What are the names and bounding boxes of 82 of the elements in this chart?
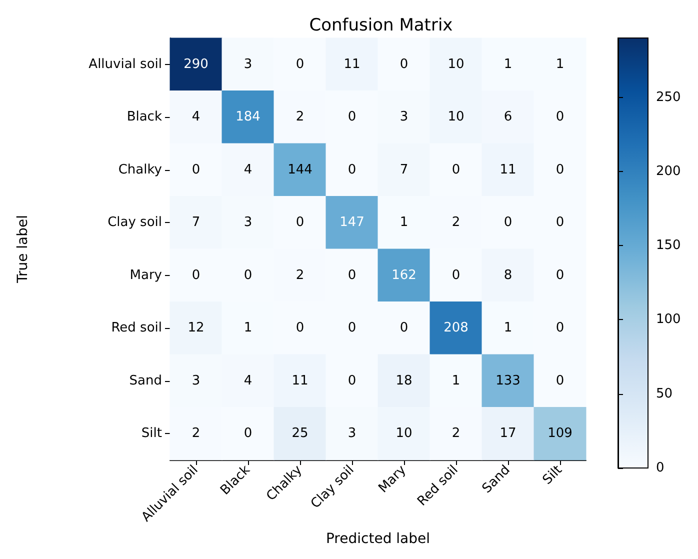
data-label: 2 xyxy=(296,268,304,283)
data-label: 147 xyxy=(340,215,364,230)
data-label: 144 xyxy=(288,162,312,178)
data-label: 0 xyxy=(556,215,564,230)
data-label: 133 xyxy=(496,373,520,388)
data-label: 2 xyxy=(192,426,200,442)
y-tick-label: Clay soil xyxy=(108,215,162,230)
data-label: 0 xyxy=(244,426,252,442)
data-label: 0 xyxy=(452,268,460,283)
x-axis-title: Predicted label xyxy=(326,531,430,547)
data-label: 1 xyxy=(504,320,512,336)
data-label: 0 xyxy=(296,56,304,72)
data-label: 4 xyxy=(244,373,252,388)
data-label: 0 xyxy=(348,268,356,283)
data-label: 1 xyxy=(556,56,564,72)
data-label: 3 xyxy=(244,215,252,230)
data-label: 11 xyxy=(500,162,516,178)
data-label: 0 xyxy=(348,373,356,388)
data-label: 208 xyxy=(444,320,468,336)
color-bar-label: 200 xyxy=(656,164,681,179)
data-label: 0 xyxy=(556,268,564,283)
data-label: 290 xyxy=(184,56,208,72)
data-label: 4 xyxy=(192,110,200,125)
y-tick-label: Black xyxy=(126,110,162,125)
data-label: 0 xyxy=(192,268,200,283)
data-label: 1 xyxy=(452,373,460,388)
color-bar-label: 0 xyxy=(656,460,664,476)
data-label: 17 xyxy=(500,426,516,442)
data-label: 11 xyxy=(344,56,360,72)
data-label: 1 xyxy=(244,320,252,336)
data-label: 10 xyxy=(448,110,464,125)
data-label: 2 xyxy=(452,215,460,230)
data-label: 162 xyxy=(392,268,416,283)
data-label: 1 xyxy=(400,215,408,230)
data-label: 10 xyxy=(396,426,412,442)
data-label: 0 xyxy=(400,56,408,72)
data-label: 3 xyxy=(400,110,408,125)
y-tick-label: Red soil xyxy=(111,320,162,336)
y-axis-title: True label xyxy=(15,214,31,284)
y-tick-label: Chalky xyxy=(118,162,162,178)
data-label: 6 xyxy=(504,110,512,125)
data-label: 25 xyxy=(292,426,308,442)
data-label: 7 xyxy=(400,162,408,178)
data-label: 0 xyxy=(348,162,356,178)
data-label: 0 xyxy=(452,162,460,178)
data-label: 184 xyxy=(236,110,260,125)
data-label: 0 xyxy=(556,373,564,388)
data-label: 0 xyxy=(348,320,356,336)
color-bar-label: 250 xyxy=(656,90,681,105)
chart-title: Confusion Matrix xyxy=(309,16,453,36)
data-label: 2 xyxy=(452,426,460,442)
y-tick-label: Silt xyxy=(141,426,162,442)
data-label: 109 xyxy=(548,426,572,442)
data-label: 10 xyxy=(448,56,464,72)
color-bar-label: 50 xyxy=(656,386,673,402)
data-label: 0 xyxy=(296,215,304,230)
data-label: 7 xyxy=(192,215,200,230)
x-tick-label: Silt xyxy=(540,462,566,488)
data-label: 0 xyxy=(296,320,304,336)
data-label: 11 xyxy=(292,373,308,388)
data-label: 0 xyxy=(400,320,408,336)
data-label: 1 xyxy=(504,56,512,72)
data-label: 3 xyxy=(244,56,252,72)
y-tick-label: Sand xyxy=(129,373,162,388)
data-label: 0 xyxy=(192,162,200,178)
data-label: 4 xyxy=(244,162,252,178)
data-label: 0 xyxy=(556,320,564,336)
data-label: 0 xyxy=(556,110,564,125)
data-label: 3 xyxy=(348,426,356,442)
color-bar-label: 100 xyxy=(656,312,681,328)
data-label: 2 xyxy=(296,110,304,125)
data-label: 0 xyxy=(556,162,564,178)
y-tick-label: Mary xyxy=(130,268,162,283)
data-label: 0 xyxy=(504,215,512,230)
data-label: 3 xyxy=(192,373,200,388)
data-label: 0 xyxy=(244,268,252,283)
y-tick-label: Alluvial soil xyxy=(88,56,162,72)
data-label: 0 xyxy=(348,110,356,125)
data-label: 18 xyxy=(396,373,412,388)
color-bar-label: 150 xyxy=(656,238,681,254)
data-label: 8 xyxy=(504,268,512,283)
data-label: 12 xyxy=(188,320,204,336)
